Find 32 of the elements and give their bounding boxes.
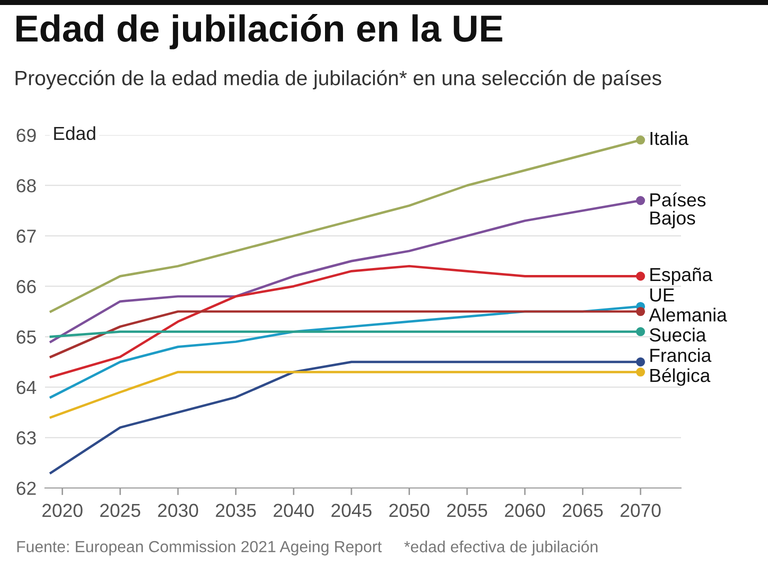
x-tick-label: 2070: [620, 504, 661, 518]
chart-title: Edad de jubilación en la UE: [16, 14, 502, 50]
text: *edad efectiva de jubilación: [404, 540, 598, 556]
x-tick-label: 2045: [332, 504, 372, 518]
x-tick-label: 2065: [562, 504, 603, 518]
series-label: Italia: [650, 131, 688, 146]
y-tick-label: 66: [16, 280, 36, 294]
series-label: Países Bajos: [650, 192, 706, 228]
x-tick-label: 2030: [158, 504, 198, 518]
y-tick-label: 63: [16, 431, 36, 445]
chart-subtitle: Proyección de la edad media de jubilación* en una selección de países: [16, 70, 662, 90]
y-tick-label: 64: [16, 380, 36, 394]
y-tick-label: 62: [16, 482, 36, 495]
y-tick-label: 65: [16, 330, 36, 344]
x-tick-label: 2035: [216, 504, 256, 518]
x-tick-label: 2020: [42, 504, 82, 518]
series-label: Alemania: [648, 308, 728, 322]
source-note: Fuente: European Commission 2021 Ageing Report: [17, 540, 382, 556]
series-label: España: [650, 268, 712, 285]
y-tick-label: 68: [16, 179, 36, 192]
x-tick-label: 2055: [447, 504, 488, 518]
x-tick-label: 2025: [100, 504, 140, 518]
series-label: Francia: [650, 348, 712, 362]
series-label: Suecia: [650, 328, 706, 342]
x-tick-label: 2050: [389, 504, 430, 518]
series-label: Bélgica: [650, 368, 710, 386]
y-tick-label: 69: [16, 128, 36, 142]
y-tick-label: 67: [16, 230, 36, 243]
y-axis-title: Edad: [54, 126, 96, 140]
series-label: UE: [650, 288, 674, 302]
x-tick-label: 2060: [504, 504, 546, 518]
x-tick-label: 2040: [274, 504, 314, 518]
